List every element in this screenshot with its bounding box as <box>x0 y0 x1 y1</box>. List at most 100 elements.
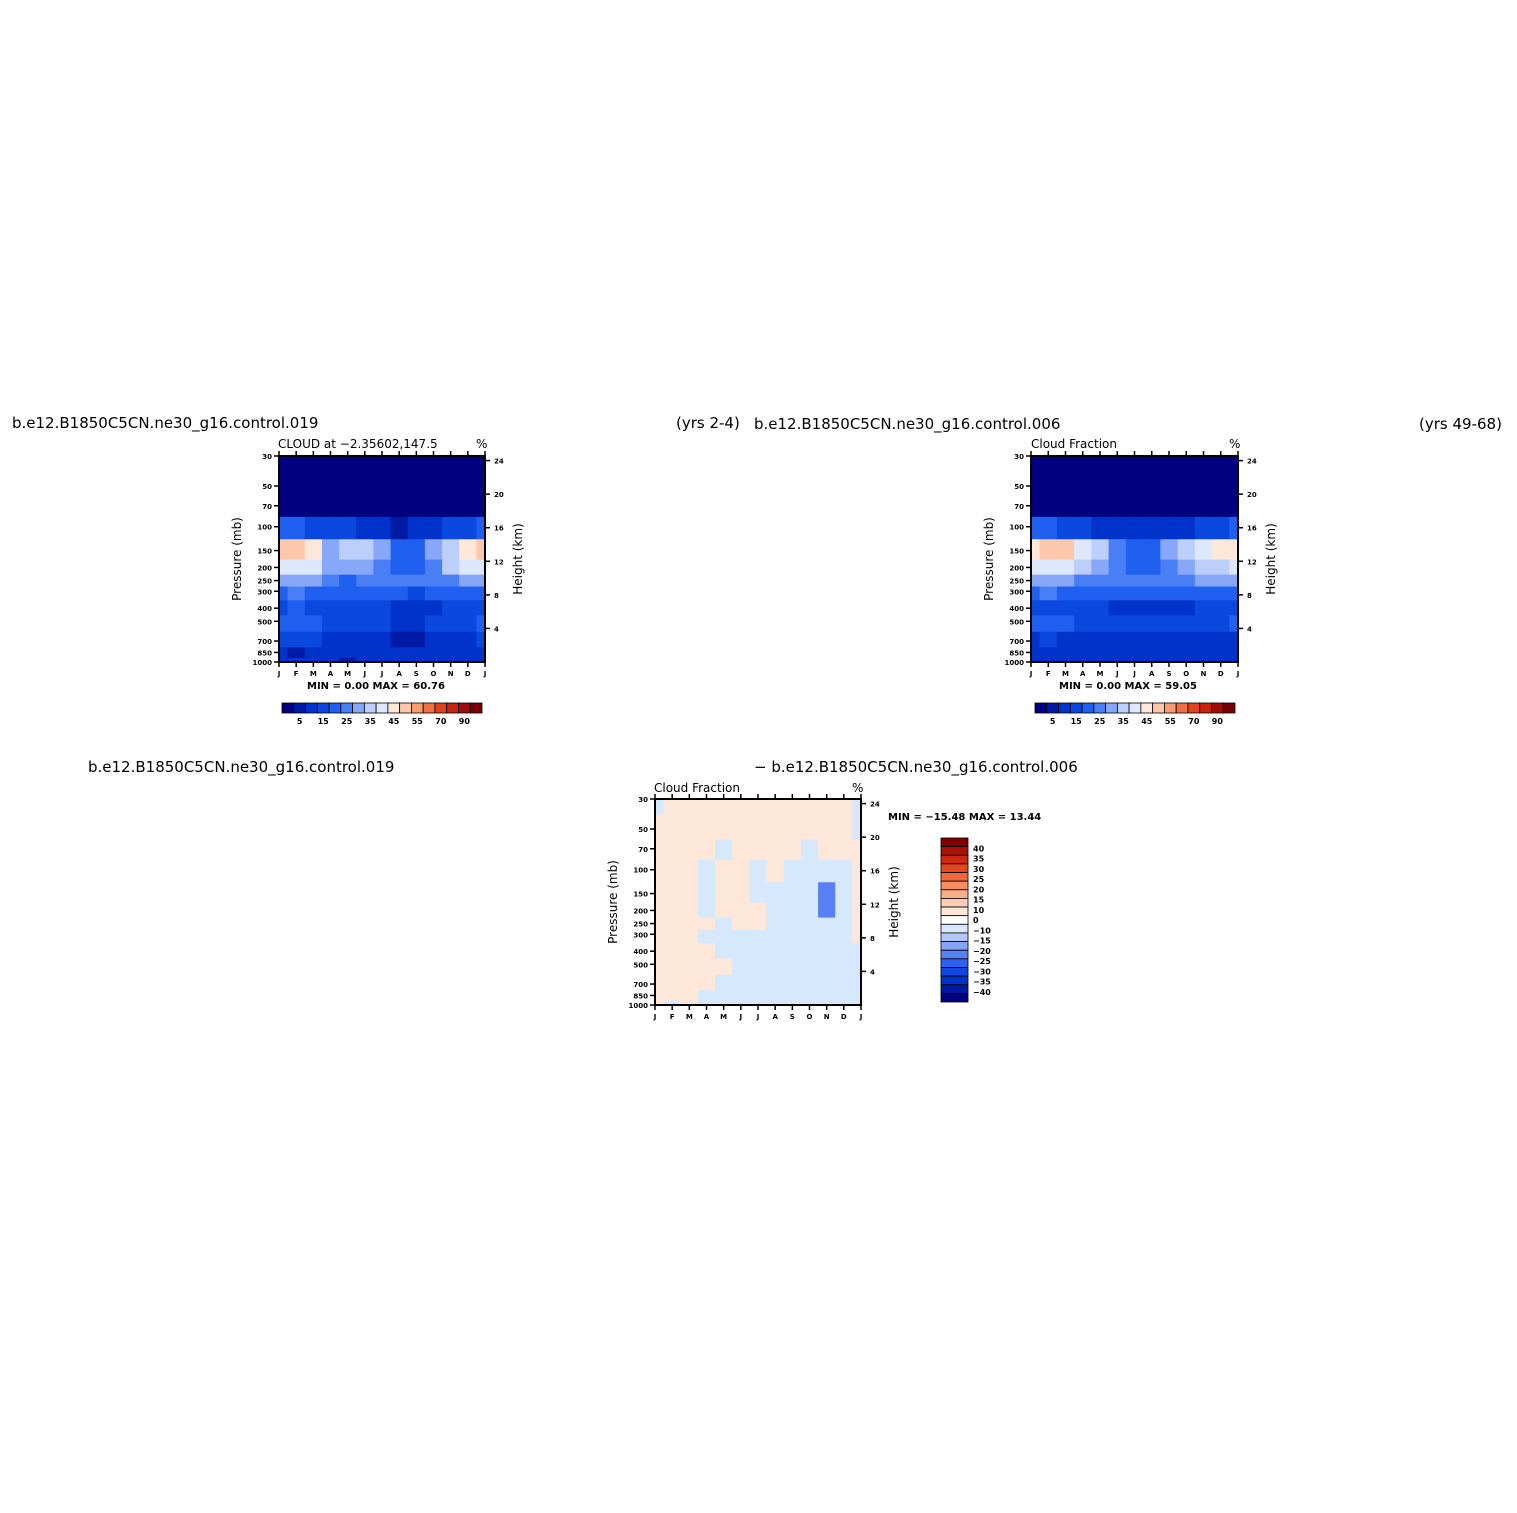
data-cell <box>800 814 819 840</box>
data-cell <box>1091 574 1110 587</box>
data-cell <box>835 1000 854 1006</box>
data-cell <box>800 989 819 1001</box>
y2-tick-label: 12 <box>870 901 880 909</box>
colorbar-swatch <box>1034 702 1048 714</box>
colorbar-swatch <box>387 702 401 714</box>
data-cell <box>1074 471 1092 497</box>
y2-axis-label: Height (km) <box>887 866 901 937</box>
data-cell <box>476 614 486 632</box>
x-tick-label: S <box>790 1013 795 1021</box>
data-cell <box>1108 599 1127 616</box>
data-cell <box>800 902 819 918</box>
data-cell <box>1212 516 1230 540</box>
data-cell <box>459 646 478 658</box>
x-tick-label: J <box>1029 670 1033 678</box>
data-cell <box>766 902 785 918</box>
data-cell <box>373 646 392 658</box>
data-cell <box>1160 495 1179 517</box>
data-cell <box>1125 631 1144 648</box>
colorbar-swatch <box>305 702 318 714</box>
y2-tick-label: 4 <box>494 625 499 633</box>
data-cell <box>715 917 733 930</box>
data-cell <box>1212 631 1230 648</box>
data-cell <box>766 838 785 860</box>
data-cell <box>279 538 289 560</box>
data-cell <box>1074 646 1092 658</box>
case1-title: b.e12.B1850C5CN.ne30_g16.control.019 <box>12 414 319 432</box>
data-cell <box>321 516 340 540</box>
y-tick-label: 300 <box>633 931 648 939</box>
data-cell <box>766 989 785 1001</box>
data-cell <box>680 942 699 959</box>
data-cell <box>852 928 862 944</box>
data-cell <box>697 799 716 815</box>
data-cell <box>715 902 733 918</box>
x-tick-label: J <box>1132 670 1136 678</box>
data-cell <box>424 631 443 648</box>
data-cell <box>1074 559 1092 575</box>
y-tick-label: 700 <box>1009 638 1024 646</box>
data-cell <box>663 974 682 991</box>
y2-tick-label: 8 <box>1247 592 1252 600</box>
data-cell <box>476 495 486 517</box>
data-cell <box>442 599 460 616</box>
data-cell <box>835 957 854 975</box>
data-cell <box>715 1000 733 1006</box>
x-tick-label: J <box>363 670 367 678</box>
data-cell <box>424 646 443 658</box>
x-tick-label: F <box>1046 670 1051 678</box>
panel3-stats: MIN = −15.48 MAX = 13.44 <box>888 812 1042 823</box>
data-cell <box>390 614 409 632</box>
data-cell <box>476 538 486 560</box>
colorbar-label: 55 <box>412 717 424 726</box>
data-cell <box>1212 599 1230 616</box>
data-cell <box>715 942 733 959</box>
data-cell <box>373 516 392 540</box>
colorbar-label: 25 <box>1094 717 1106 726</box>
data-cell <box>715 814 733 840</box>
panel1-units: % <box>476 437 488 451</box>
y2-tick-label: 8 <box>494 592 499 600</box>
data-cell <box>715 928 733 944</box>
colorbar-swatch <box>446 702 459 714</box>
data-cell <box>783 814 802 840</box>
y-tick-label: 30 <box>262 453 272 461</box>
data-cell <box>1091 631 1110 648</box>
data-cell <box>655 1000 665 1006</box>
diff-case-left: b.e12.B1850C5CN.ne30_g16.control.019 <box>88 758 395 776</box>
colorbar-swatch <box>940 880 969 891</box>
data-cell <box>663 902 682 918</box>
y-tick-label: 250 <box>257 578 272 586</box>
data-cell <box>749 814 768 840</box>
data-cell <box>279 599 289 616</box>
data-cell <box>1056 646 1075 658</box>
data-cell <box>749 942 768 959</box>
y-tick-label: 100 <box>257 524 272 532</box>
data-cell <box>279 631 289 648</box>
colorbar-swatch <box>1152 702 1165 714</box>
data-cell <box>287 599 306 616</box>
data-cell <box>852 989 862 1001</box>
data-cell <box>476 456 486 472</box>
data-cell <box>663 957 682 975</box>
data-cell <box>1229 599 1239 616</box>
x-tick-label: J <box>739 1013 743 1021</box>
data-cell <box>835 942 854 959</box>
panel-control-019: J F M A M J J A S O N D J 30 50 70 100 150 200 250 300 400 500… <box>230 451 525 678</box>
data-cell <box>1125 538 1144 560</box>
colorbar-swatch <box>1222 702 1236 714</box>
data-cell <box>1108 631 1127 648</box>
data-cell <box>1056 614 1075 632</box>
data-cell <box>459 657 478 663</box>
data-cell <box>1177 631 1196 648</box>
data-cell <box>818 942 836 959</box>
y-axis-label: Pressure (mb) <box>230 517 244 601</box>
data-cell <box>279 657 289 663</box>
data-cell <box>339 495 357 517</box>
data-cell <box>1125 657 1144 663</box>
data-cell <box>321 471 340 497</box>
colorbar-label: 5 <box>297 717 303 726</box>
data-cell <box>442 646 460 658</box>
data-cell <box>459 495 478 517</box>
data-cell <box>732 917 751 930</box>
